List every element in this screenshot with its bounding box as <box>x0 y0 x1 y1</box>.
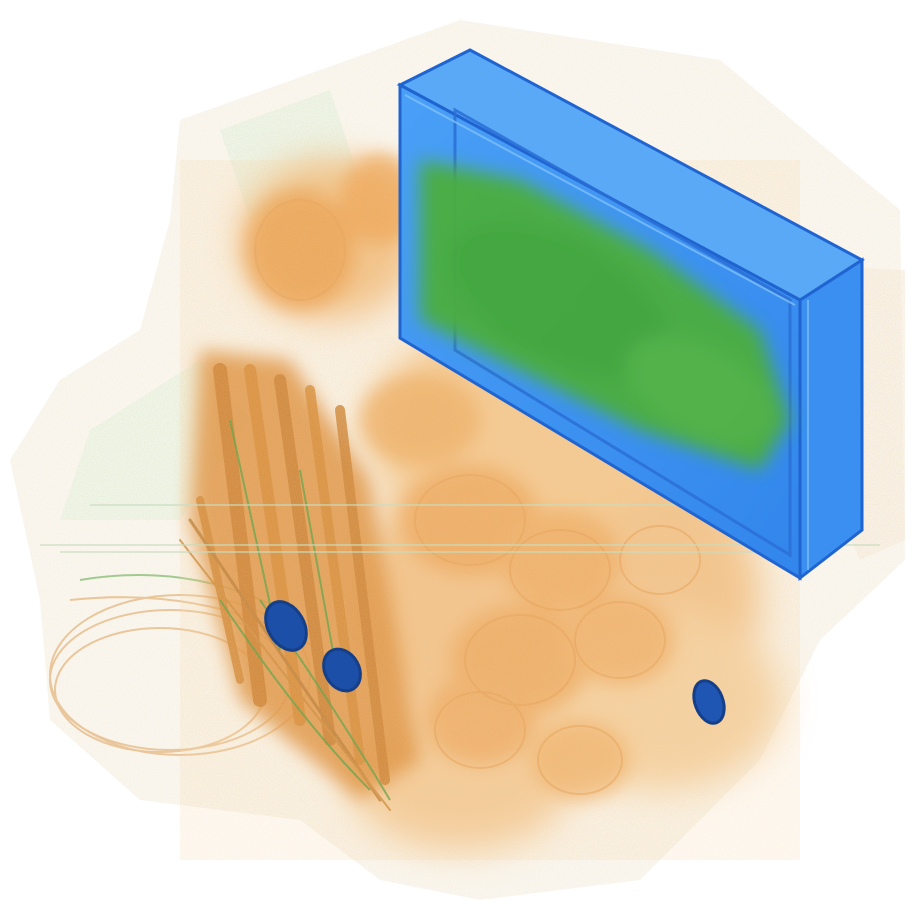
small-dense-object-b <box>322 647 362 693</box>
small-dense-object-c <box>692 679 726 725</box>
small-dense-object-a <box>264 600 308 652</box>
small-dense-objects <box>264 600 726 725</box>
rectangular-case <box>396 48 865 582</box>
scan-artifact-lines <box>40 504 880 553</box>
